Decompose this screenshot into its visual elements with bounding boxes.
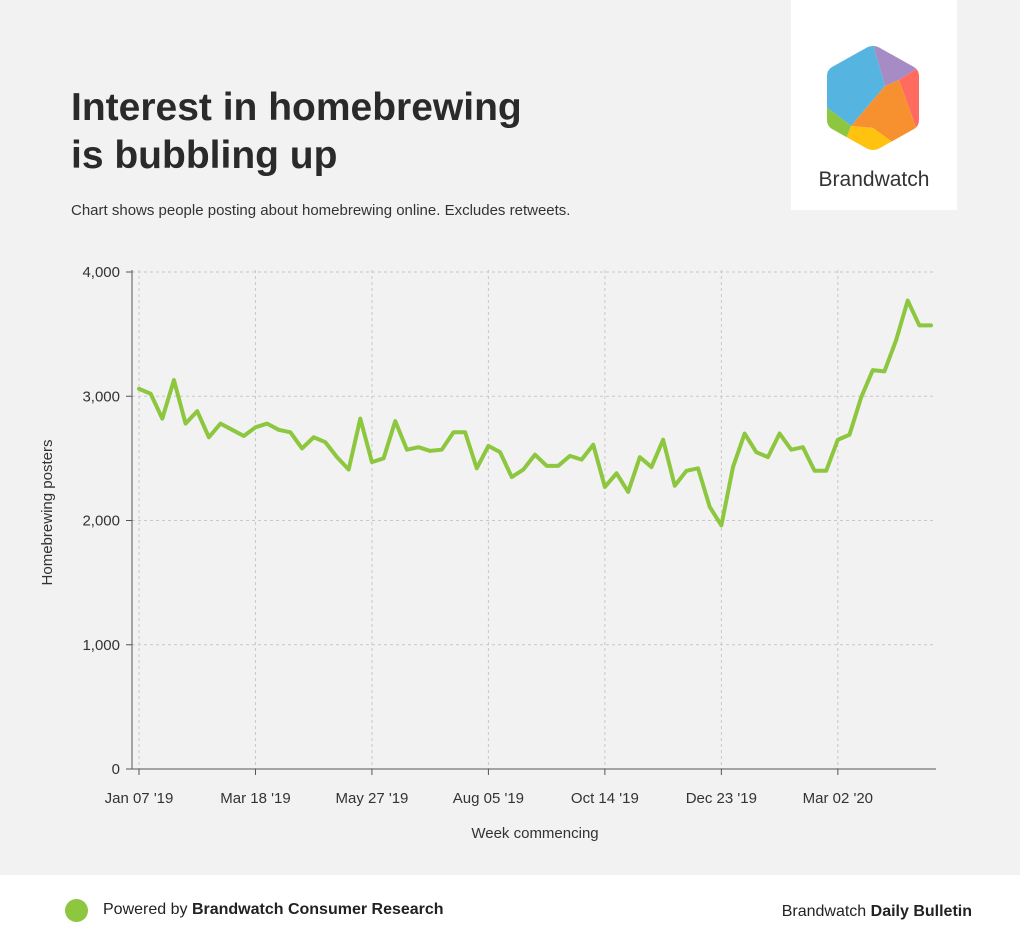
- logo-segments: [827, 46, 919, 150]
- x-tick-label: Dec 23 '19: [686, 790, 757, 807]
- brandwatch-logo-card: Brandwatch: [791, 0, 957, 210]
- x-tick-label: Mar 02 '20: [803, 790, 873, 807]
- logo-segment-orange: [851, 80, 917, 144]
- chart-axes: [126, 270, 936, 770]
- chart-subtitle: Chart shows people posting about homebre…: [71, 202, 571, 219]
- powered-by-text: Powered by Brandwatch Consumer Research: [103, 901, 444, 919]
- title-line-1: Interest in homebrewing: [71, 86, 522, 129]
- y-axis-label: Homebrewing posters: [39, 440, 56, 586]
- chart-title: Interest in homebrewing is bubbling up: [71, 84, 631, 180]
- x-tick-label: Aug 05 '19: [453, 790, 524, 807]
- daily-bulletin-text: Brandwatch Daily Bulletin: [782, 903, 972, 921]
- title-line-2: is bubbling up: [71, 134, 338, 177]
- y-tick-label: 2,000: [82, 513, 120, 530]
- daily-bulletin-bold: Daily Bulletin: [870, 903, 972, 920]
- x-tick-label: Oct 14 '19: [571, 790, 639, 807]
- line-chart: 0 1,000 2,000 3,000 4,000 Jan 07 '19 Mar 18 '…: [39, 264, 936, 842]
- y-tick-label: 3,000: [82, 388, 120, 405]
- x-axis-label: Week commencing: [471, 825, 598, 842]
- brandwatch-logo-text: Brandwatch: [818, 168, 930, 191]
- x-tick-label: Mar 18 '19: [220, 790, 290, 807]
- x-tick-label: May 27 '19: [335, 790, 408, 807]
- powered-by-prefix: Powered by: [103, 901, 192, 918]
- brandwatch-hexagon-icon: [827, 46, 919, 150]
- powered-by-brand: Brandwatch Consumer Research: [191, 901, 444, 918]
- series-line-homebrewing-posters: [137, 298, 933, 528]
- footer: Powered by Brandwatch Consumer Research …: [0, 875, 1020, 948]
- horizontal-gridlines: [132, 271, 936, 646]
- y-tick-label: 4,000: [82, 264, 120, 281]
- powered-by-dot-icon: [65, 899, 88, 922]
- y-axis-ticks: 0 1,000 2,000 3,000 4,000: [82, 264, 132, 778]
- y-tick-label: 1,000: [82, 637, 120, 654]
- logo-segment-red: [899, 66, 919, 134]
- vertical-gridlines: [138, 270, 839, 769]
- x-axis-ticks: Jan 07 '19 Mar 18 '19 May 27 '19 Aug 05 '19…: [105, 769, 873, 807]
- daily-bulletin-prefix: Brandwatch: [781, 903, 871, 920]
- x-tick-label: Jan 07 '19: [105, 790, 174, 807]
- logo-segment-blue: [827, 46, 885, 126]
- y-tick-label: 0: [112, 761, 120, 778]
